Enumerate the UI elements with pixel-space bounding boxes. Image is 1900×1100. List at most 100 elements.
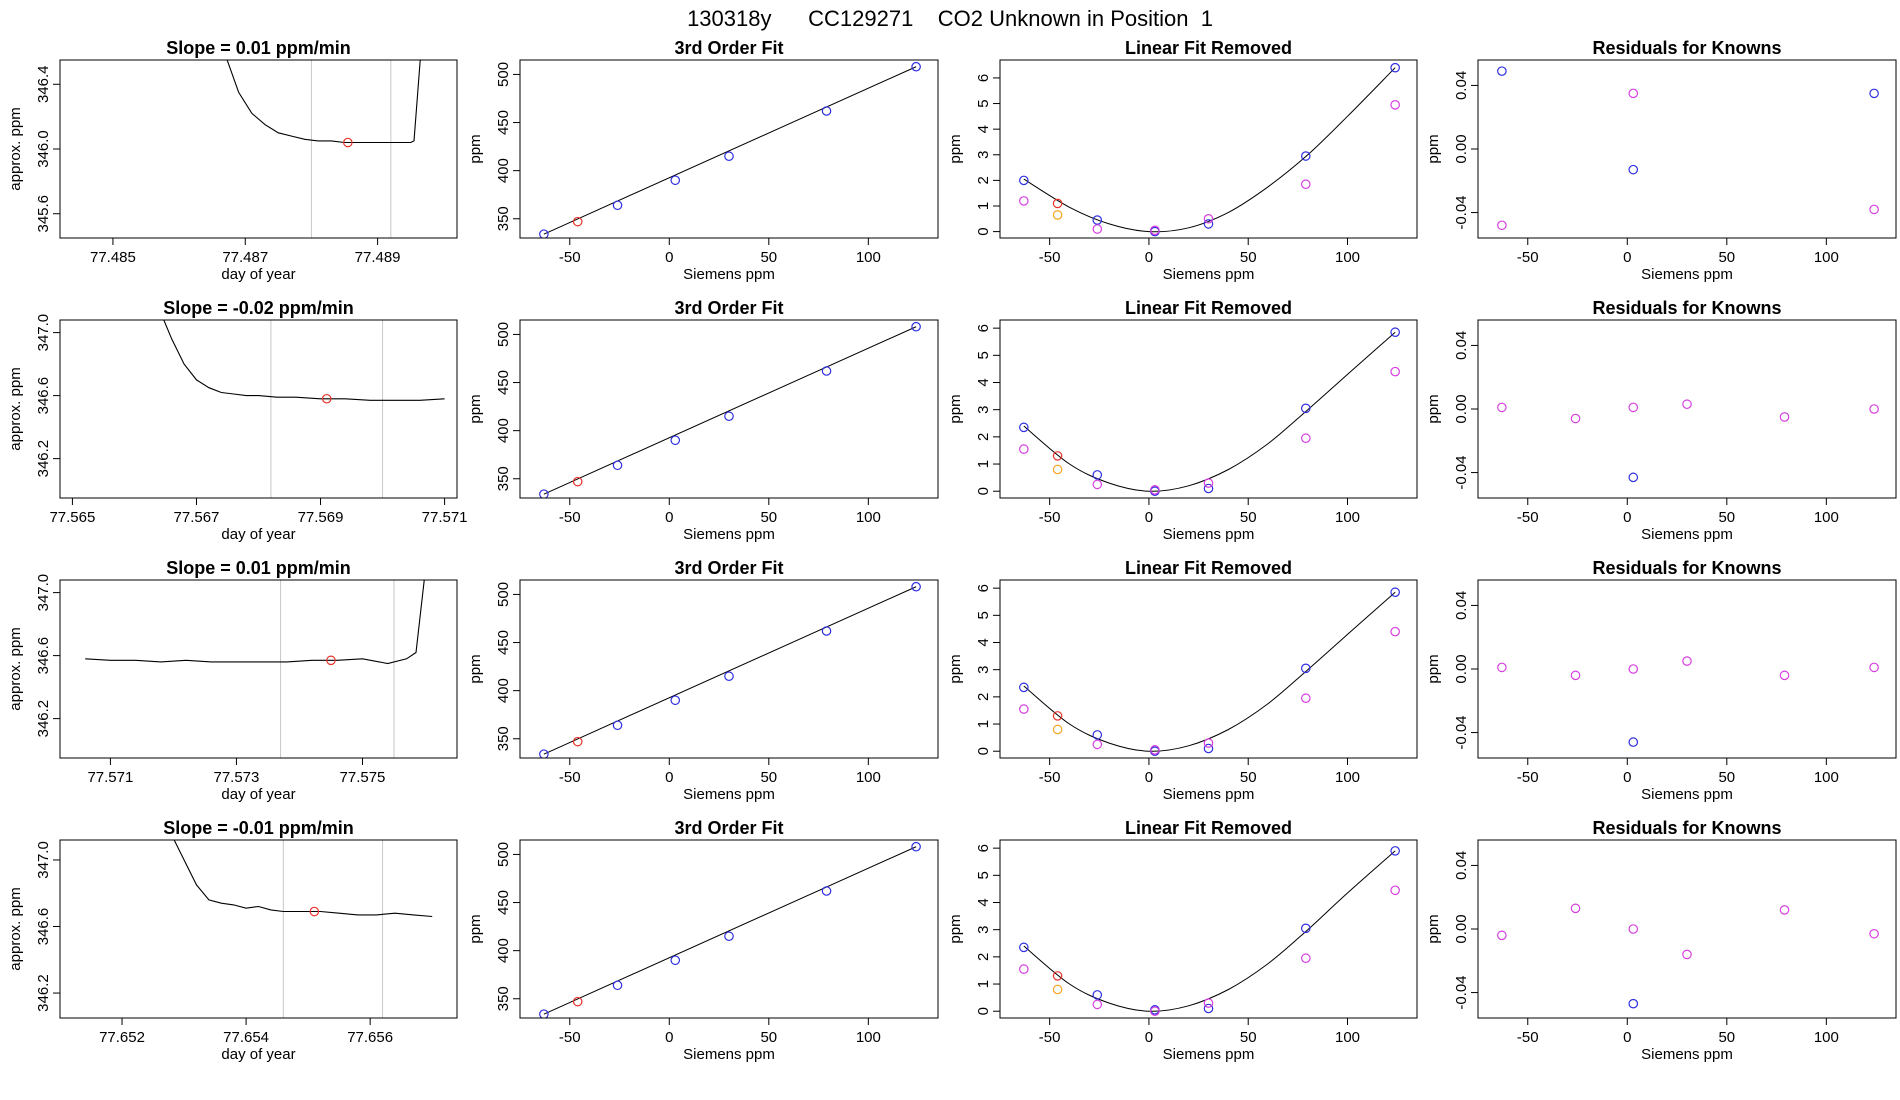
plot-frame [1477, 579, 1897, 759]
panel-title: 3rd Order Fit [674, 558, 783, 578]
data-point-blue [1869, 88, 1879, 99]
data-point-magenta [1869, 928, 1879, 939]
data-point-magenta [1019, 964, 1029, 974]
data-point-magenta [1869, 662, 1879, 673]
panel-title: 3rd Order Fit [674, 38, 783, 58]
y-axis-label: ppm [467, 134, 484, 163]
data-point-blue [1301, 923, 1311, 934]
y-axis-label: ppm [467, 914, 484, 943]
data-point-magenta [1150, 1006, 1160, 1017]
y-tick-label: 350 [495, 466, 512, 491]
x-axis-label: Siemens ppm [1163, 266, 1255, 283]
x-axis-label: Siemens ppm [1641, 266, 1733, 283]
x-tick-label: 100 [1335, 769, 1360, 786]
plot-frame [999, 319, 1418, 499]
x-tick-label: 50 [760, 769, 777, 786]
y-tick-label: 6 [975, 844, 992, 852]
y-tick-label: 346.6 [35, 377, 52, 415]
data-point-blue [670, 695, 681, 706]
data-point-magenta [1019, 444, 1029, 454]
data-point-blue [821, 106, 832, 116]
data-point-blue [911, 321, 921, 332]
y-tick-label: 350 [495, 726, 512, 751]
y-tick-label: 4 [975, 898, 992, 906]
data-point-blue [1203, 219, 1214, 229]
x-tick-label: 77.573 [213, 769, 259, 786]
x-axis-label: Siemens ppm [1163, 786, 1255, 803]
y-tick-label: 346.0 [35, 130, 52, 168]
data-point-blue [1390, 327, 1400, 338]
data-point-magenta [1628, 924, 1639, 934]
y-axis-label: ppm [947, 654, 964, 683]
x-tick-label: 77.485 [90, 249, 136, 266]
x-axis-label: Siemens ppm [1163, 526, 1255, 543]
panel-title: 3rd Order Fit [674, 298, 783, 318]
data-point-magenta [1497, 402, 1507, 413]
x-tick-label: 50 [1240, 509, 1257, 526]
y-tick-label: 3 [975, 151, 992, 159]
y-tick-label: 3 [975, 926, 992, 934]
data-point-magenta [1390, 366, 1400, 377]
chart-panel-12: Residuals for Knowns -50 0 50 100 -0.04 0.00 0.… [1425, 558, 1897, 803]
x-tick-label: 50 [760, 249, 777, 266]
y-tick-label: 400 [495, 158, 512, 183]
y-axis-label: approx. ppm [7, 627, 24, 710]
x-axis-label: day of year [221, 786, 295, 803]
x-axis-label: Siemens ppm [1163, 1046, 1255, 1063]
y-tick-label: 350 [495, 986, 512, 1011]
fit-line [543, 586, 917, 755]
x-tick-label: 50 [1718, 1029, 1735, 1046]
x-axis-label: Siemens ppm [1641, 786, 1733, 803]
x-tick-label: 100 [1814, 249, 1839, 266]
mean-marker [326, 655, 336, 666]
y-tick-label: 0.04 [1453, 851, 1470, 880]
data-point-blue [539, 229, 549, 238]
concentration-trace [226, 60, 421, 144]
chart-panel-7: Linear Fit Removed -50 0 50 100 0 1 2 3 4 5 6 Siemen… [947, 298, 1418, 543]
data-point-magenta [1570, 903, 1581, 914]
x-axis-label: Siemens ppm [683, 526, 775, 543]
y-axis-label: approx. ppm [7, 107, 24, 190]
data-point-magenta [1301, 179, 1311, 190]
data-point-blue [612, 720, 623, 731]
y-tick-label: 346.2 [35, 974, 52, 1012]
data-point-magenta [1092, 999, 1103, 1010]
data-point-blue [612, 980, 623, 991]
y-tick-label: 400 [495, 678, 512, 703]
data-point-magenta [1628, 664, 1639, 674]
plot-area [226, 60, 421, 238]
data-point-blue [539, 749, 549, 758]
x-tick-label: 50 [1718, 769, 1735, 786]
x-tick-label: 100 [856, 249, 881, 266]
data-point-blue [539, 489, 549, 498]
data-point-magenta [1869, 404, 1879, 414]
data-point-magenta [1092, 224, 1103, 234]
data-point-magenta [1628, 402, 1639, 413]
x-tick-label: -50 [559, 249, 581, 266]
data-point-blue [1092, 470, 1103, 480]
y-tick-label: 347.0 [35, 574, 52, 612]
x-tick-label: 50 [1240, 1029, 1257, 1046]
data-point-blue [1019, 422, 1029, 433]
data-point-red [1052, 971, 1063, 981]
fit-line [543, 846, 917, 1015]
plot-frame [519, 839, 939, 1019]
y-tick-label: 346.6 [35, 908, 52, 946]
plot-frame [999, 579, 1418, 759]
y-tick-label: 347.0 [35, 314, 52, 352]
data-point-magenta [1092, 739, 1103, 750]
y-tick-label: 1 [975, 460, 992, 468]
data-point-magenta [1682, 656, 1692, 666]
x-tick-label: 0 [1145, 769, 1153, 786]
x-tick-label: 50 [1718, 249, 1735, 266]
y-tick-label: 3 [975, 406, 992, 414]
x-axis-label: day of year [221, 526, 295, 543]
y-axis-label: ppm [947, 914, 964, 943]
data-point-blue [1390, 846, 1400, 856]
chart-panel-9: Slope = 0.01 ppm/min 77.571 77.573 77.575 34… [7, 558, 458, 803]
y-tick-label: 1 [975, 202, 992, 210]
y-tick-label: 0 [975, 747, 992, 755]
panel-title: Slope = 0.01 ppm/min [166, 38, 351, 58]
y-tick-label: 450 [495, 110, 512, 135]
y-tick-label: 6 [975, 324, 992, 332]
